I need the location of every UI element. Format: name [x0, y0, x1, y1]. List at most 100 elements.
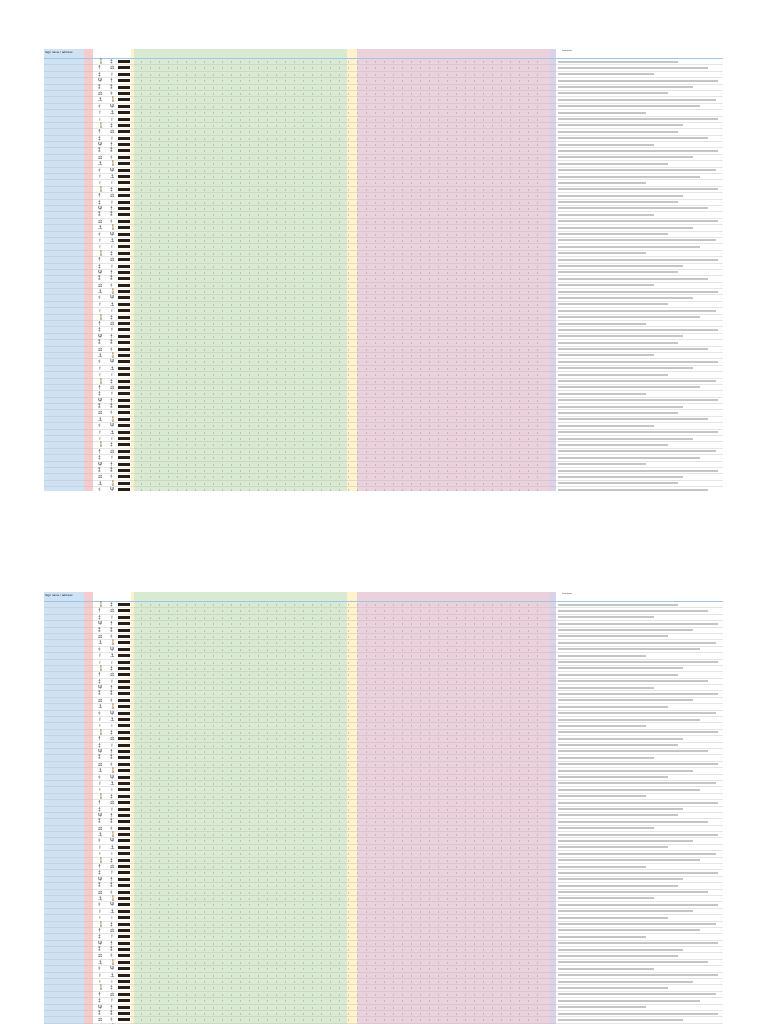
- sign-illustration-icon: ⚖: [98, 474, 103, 481]
- color-strip: [118, 634, 130, 638]
- sign-illustration-icon: Ψ: [110, 359, 115, 366]
- color-strip: [118, 143, 130, 147]
- sign-illustration-icon: ⚕: [110, 889, 113, 896]
- sign-illustration-icon: Ψ: [98, 812, 103, 819]
- cell-markers: [137, 361, 542, 364]
- sign-illustration-icon: ☿: [110, 71, 114, 78]
- description-text-line: [558, 616, 654, 619]
- description-text-line: [558, 309, 716, 312]
- color-strip: [118, 845, 130, 849]
- description-text-line: [558, 891, 708, 894]
- table-row: ⁑ ⁑: [44, 1011, 723, 1018]
- sign-illustration-icon: ☿: [110, 199, 114, 206]
- description-text-line: [558, 629, 693, 632]
- sign-illustration-icon: †: [98, 193, 101, 200]
- table-row: † ⚖: [44, 129, 723, 136]
- table-row: ♀ ♀: [44, 372, 723, 379]
- cell-markers: [137, 968, 542, 971]
- table-row: ‡ ☿: [44, 870, 723, 877]
- cell-markers: [137, 86, 542, 89]
- cell-markers: [137, 782, 542, 785]
- table-row: ⁑ ⁑: [44, 404, 723, 411]
- sign-illustration-icon: ♀: [98, 979, 102, 986]
- description-text-line: [558, 1012, 718, 1015]
- sign-illustration-icon: ☿: [98, 908, 102, 915]
- sign-illustration-icon: ⚕: [98, 487, 101, 491]
- sign-illustration-icon: ⚖: [98, 218, 103, 225]
- description-text-line: [558, 162, 668, 165]
- description-text-line: [558, 303, 668, 306]
- cell-markers: [137, 137, 542, 140]
- cell-markers: [137, 878, 542, 881]
- sign-illustration-icon: Ψ: [110, 167, 115, 174]
- cell-markers: [137, 885, 542, 888]
- description-text-line: [558, 245, 700, 248]
- sign-illustration-icon: ☿: [110, 391, 114, 398]
- cell-markers: [137, 866, 542, 869]
- color-strip: [118, 66, 130, 70]
- color-strip: [118, 992, 130, 996]
- table-row: ⚓ 🚶: [44, 832, 723, 839]
- color-strip: [118, 660, 130, 664]
- color-strip: [118, 775, 130, 779]
- cell-markers: [137, 834, 542, 837]
- table-row: ⚖ ⚕: [44, 155, 723, 162]
- sign-illustration-icon: 🚶: [98, 985, 105, 992]
- sign-illustration-icon: ⚕: [98, 838, 101, 845]
- table-row: ‡ ☿: [44, 743, 723, 749]
- cell-markers: [137, 291, 542, 294]
- sign-illustration-icon: ‡: [110, 186, 113, 193]
- description-text-line: [558, 603, 678, 606]
- color-strip: [118, 360, 130, 364]
- table-row: ♀ ♀: [44, 723, 723, 730]
- cell-markers: [137, 418, 542, 421]
- rows-bottom: 🚶 ‡ † ⚖ ‡ ☿ Ψ † ⁑ ⁑ ⚖ ⚕ ⚓ 🚶 ⚕ Ψ ☿ ⚓ ♀ ♀ 🚶 ‡ † ⚖ ‡ ☿ Ψ † ⁑ ⁑ ⚖ ⚕ ⚓ 🚶 ⚕ Ψ ☿ ⚓ ♀ ♀…: [44, 602, 723, 1024]
- table-row: ⁑ ⁑: [44, 212, 723, 219]
- table-row: ⚓ 🚶: [44, 768, 723, 775]
- description-text-line: [558, 705, 668, 708]
- color-strip: [118, 999, 130, 1003]
- cell-markers: [137, 981, 542, 984]
- description-text-line: [558, 220, 718, 223]
- table-row: 🚶 ‡: [44, 858, 723, 865]
- table-row: ‡ ☿: [44, 455, 723, 462]
- sign-illustration-icon: ‡: [110, 59, 113, 65]
- sign-illustration-icon: ⚓: [98, 959, 103, 966]
- description-text-line: [558, 258, 718, 261]
- sign-illustration-icon: 🚶: [110, 832, 117, 839]
- sign-illustration-icon: †: [98, 864, 101, 871]
- sign-illustration-icon: ♀: [110, 915, 114, 922]
- sign-illustration-icon: ⁑: [110, 755, 113, 762]
- color-strip: [118, 187, 130, 191]
- sign-illustration-icon: Ψ: [98, 685, 103, 692]
- color-strip: [118, 392, 130, 396]
- sign-illustration-icon: ⚕: [110, 474, 113, 481]
- description-text-line: [558, 993, 716, 996]
- table-row: ♀ ♀: [44, 308, 723, 315]
- sign-illustration-icon: †: [110, 142, 113, 149]
- table-row: ⚓ 🚶: [44, 417, 723, 424]
- cell-markers: [137, 124, 542, 127]
- cell-markers: [137, 1000, 542, 1003]
- table-row: ⁑ ⁑: [44, 819, 723, 826]
- sign-illustration-icon: ⚖: [110, 800, 115, 807]
- sign-illustration-icon: ♀: [98, 180, 102, 187]
- color-strip: [118, 430, 130, 434]
- cell-markers: [137, 303, 542, 306]
- description-text-line: [558, 226, 693, 229]
- sign-illustration-icon: †: [98, 448, 101, 455]
- table-row: ⚖ ⚕: [44, 218, 723, 226]
- sign-illustration-icon: ⚕: [110, 218, 113, 225]
- table-row: 🚶 ‡: [44, 922, 723, 928]
- sign-illustration-icon: †: [98, 257, 101, 264]
- table-row: ⚕ Ψ: [44, 359, 723, 366]
- table-row: 🚶 ‡: [44, 985, 723, 992]
- sign-illustration-icon: ⁑: [110, 276, 113, 283]
- color-strip: [118, 155, 130, 159]
- table-row: Ψ †: [44, 685, 723, 692]
- table-row: Ψ †: [44, 1005, 723, 1011]
- cell-markers: [137, 667, 542, 670]
- cell-markers: [137, 961, 542, 964]
- cell-markers: [137, 795, 542, 798]
